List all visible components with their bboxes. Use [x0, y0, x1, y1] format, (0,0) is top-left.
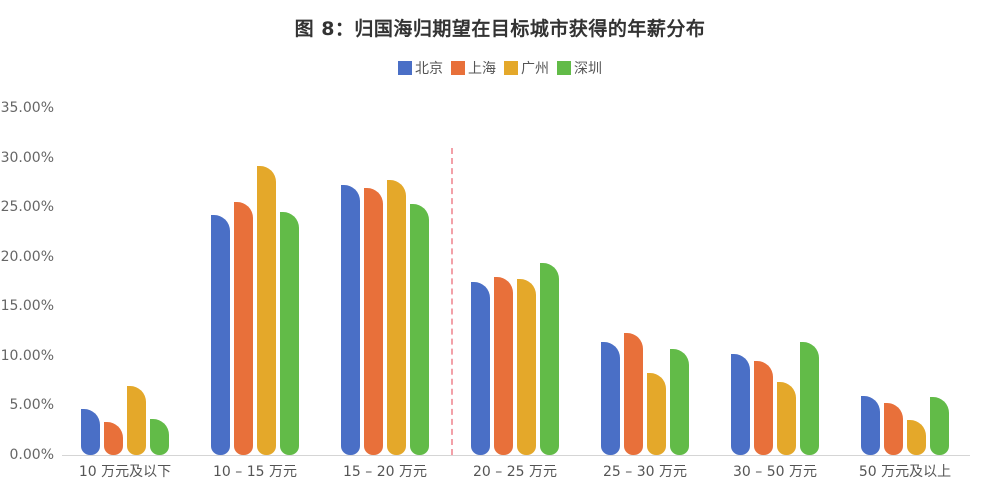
bar[interactable] [624, 333, 643, 455]
bar[interactable] [364, 188, 383, 455]
legend-item[interactable]: 深圳 [557, 58, 602, 78]
bar[interactable] [471, 282, 490, 455]
bar[interactable] [731, 353, 750, 455]
legend-swatch [504, 61, 518, 75]
chart-legend: 北京 上海 广州 深圳 [0, 58, 1000, 78]
x-tick-label: 50 万元及以上 [858, 464, 952, 480]
x-tick-label: 15 – 20 万元 [343, 464, 427, 480]
legend-swatch [557, 61, 571, 75]
bar[interactable] [907, 420, 926, 455]
y-tick-label: 0.00% [9, 447, 54, 463]
bar[interactable] [754, 360, 773, 455]
bar[interactable] [800, 341, 819, 455]
bar[interactable] [647, 372, 666, 455]
x-tick-label: 20 – 25 万元 [473, 464, 557, 480]
legend-label: 北京 [415, 61, 443, 77]
y-tick-label: 25.00% [0, 199, 54, 216]
legend-label: 广州 [521, 61, 549, 77]
y-tick-label: 20.00% [0, 248, 54, 265]
bar[interactable] [777, 381, 796, 455]
bar[interactable] [150, 419, 169, 455]
bar[interactable] [280, 212, 299, 455]
legend-label: 深圳 [574, 61, 602, 77]
bar[interactable] [410, 204, 429, 455]
bar[interactable] [387, 180, 406, 455]
chart-title: 图 8：归国海归期望在目标城市获得的年薪分布 [294, 18, 706, 40]
bar[interactable] [494, 276, 513, 455]
legend-item[interactable]: 广州 [504, 58, 549, 78]
bar[interactable] [127, 385, 146, 455]
legend-item[interactable]: 上海 [451, 58, 496, 78]
y-tick-label: 5.00% [9, 397, 54, 414]
bar[interactable] [211, 215, 230, 455]
y-tick-label: 15.00% [0, 298, 54, 315]
y-tick-label: 10.00% [0, 347, 54, 364]
bar[interactable] [540, 262, 559, 455]
bar[interactable] [930, 396, 949, 455]
divider-dashed-line [451, 148, 453, 455]
x-axis-line [62, 455, 970, 456]
bar[interactable] [517, 278, 536, 455]
bar[interactable] [234, 202, 253, 455]
bar[interactable] [257, 166, 276, 455]
bar[interactable] [81, 409, 100, 455]
legend-label: 上海 [468, 61, 496, 77]
bar[interactable] [341, 185, 360, 455]
x-tick-label: 30 – 50 万元 [733, 464, 817, 480]
legend-item[interactable]: 北京 [398, 58, 443, 78]
legend-swatch [451, 61, 465, 75]
bar[interactable] [601, 341, 620, 455]
y-tick-label: 30.00% [0, 149, 54, 166]
bar[interactable] [861, 395, 880, 455]
x-tick-label: 10 万元及以下 [78, 464, 172, 480]
y-tick-label: 35.00% [0, 100, 54, 116]
bar[interactable] [670, 348, 689, 455]
x-tick-label: 10 – 15 万元 [213, 464, 297, 480]
bar[interactable] [884, 403, 903, 455]
x-tick-label: 25 – 30 万元 [603, 464, 687, 480]
bar[interactable] [104, 422, 123, 455]
legend-swatch [398, 61, 412, 75]
